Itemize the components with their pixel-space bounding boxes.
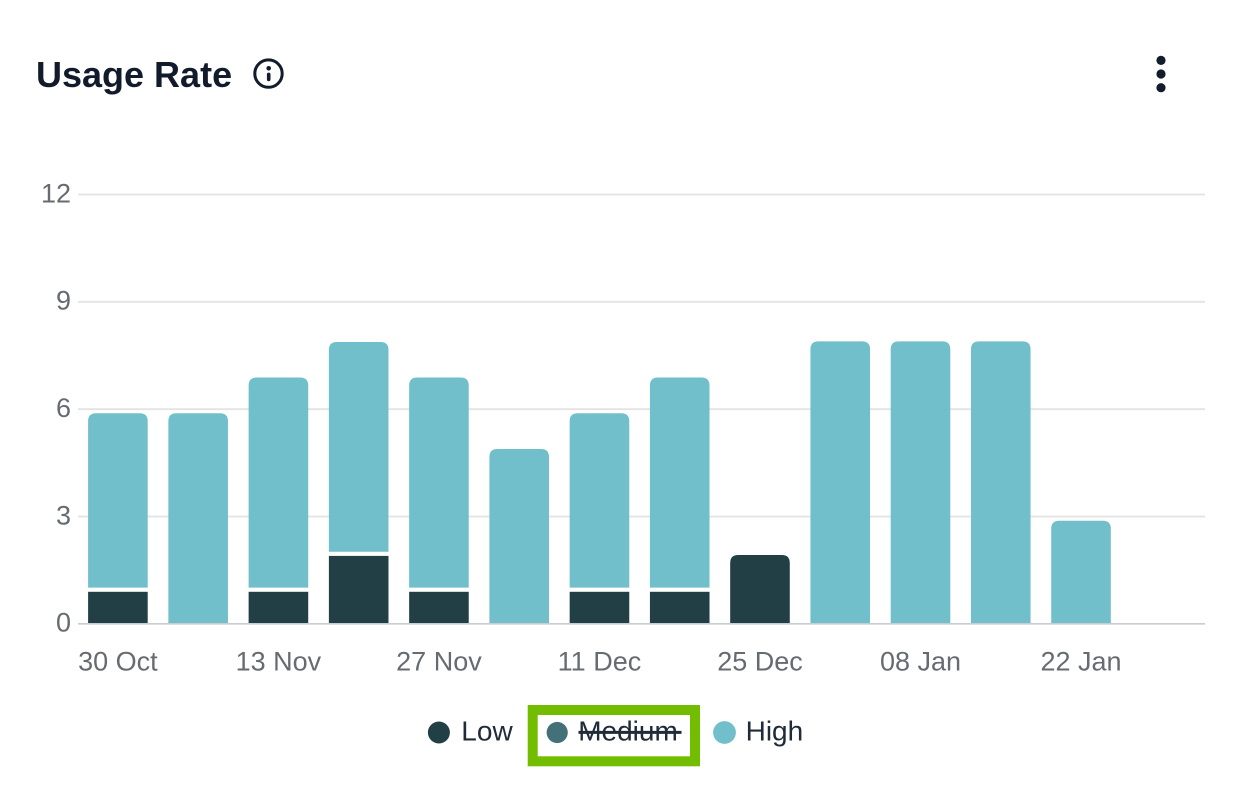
svg-text:6: 6 — [56, 393, 71, 423]
svg-text:13 Nov: 13 Nov — [236, 647, 322, 677]
svg-text:Usage Rate: Usage Rate — [36, 54, 232, 95]
svg-text:3: 3 — [56, 500, 71, 530]
svg-text:11 Dec: 11 Dec — [558, 647, 642, 677]
svg-text:30 Oct: 30 Oct — [78, 647, 158, 677]
svg-text:0: 0 — [56, 608, 71, 638]
svg-text:25 Dec: 25 Dec — [717, 647, 803, 677]
svg-text:22 Jan: 22 Jan — [1040, 647, 1121, 677]
svg-text:27 Nov: 27 Nov — [396, 647, 482, 677]
svg-text:Low: Low — [461, 716, 513, 747]
svg-text:9: 9 — [56, 286, 71, 316]
svg-text:12: 12 — [41, 178, 71, 208]
svg-text:High: High — [746, 716, 804, 747]
svg-text:08 Jan: 08 Jan — [880, 647, 961, 677]
